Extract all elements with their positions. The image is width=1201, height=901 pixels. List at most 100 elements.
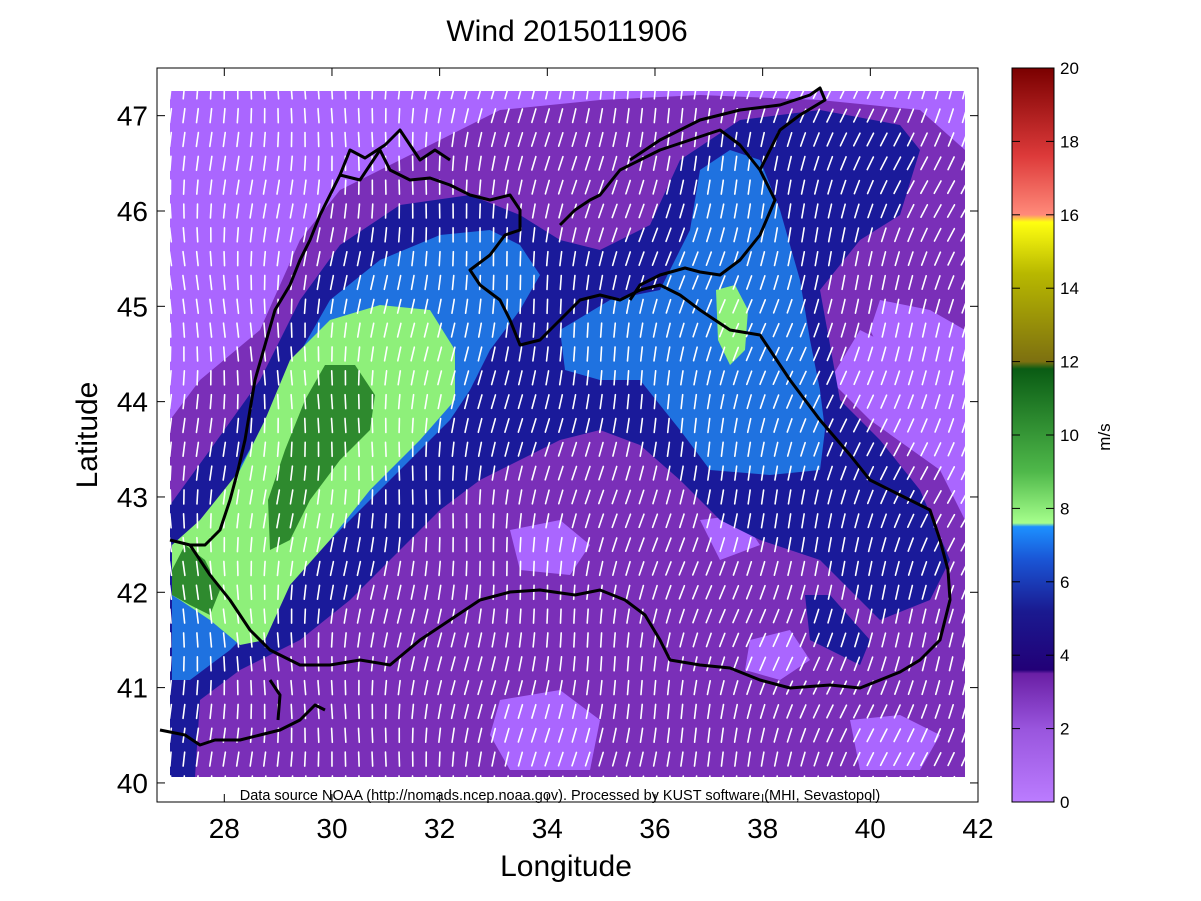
wind-arrow [531, 394, 537, 410]
wind-arrow [465, 584, 469, 601]
wind-arrow [544, 465, 551, 481]
wind-arrow [290, 751, 293, 767]
wind-arrow [881, 322, 887, 338]
wind-arrow [317, 322, 320, 338]
wind-arrow [908, 608, 913, 624]
wind-arrow [785, 656, 794, 671]
wind-arrow [640, 703, 644, 720]
wind-arrow [530, 417, 537, 433]
wind-arrow [598, 203, 605, 219]
wind-arrow [961, 302, 965, 314]
wind-arrow [477, 91, 482, 100]
wind-arrow [679, 322, 685, 338]
wind-arrow [572, 679, 577, 696]
wind-arrow [680, 370, 684, 386]
wind-arrow [222, 107, 226, 124]
wind-arrow [626, 727, 631, 743]
wind-arrow [504, 131, 510, 148]
wind-arrow [477, 703, 483, 719]
wind-arrow [772, 91, 778, 100]
wind-arrow [182, 679, 186, 696]
wind-arrow [531, 108, 537, 124]
wind-arrow [384, 513, 388, 529]
wind-arrow [772, 394, 780, 409]
wind-arrow [571, 465, 578, 481]
wind-arrow [290, 441, 293, 458]
wind-arrow [960, 565, 965, 576]
wind-arrow [585, 537, 591, 553]
wind-arrow [329, 584, 335, 600]
wind-arrow [826, 728, 834, 743]
wind-arrow [276, 393, 280, 410]
wind-arrow [517, 370, 523, 386]
wind-arrow [812, 656, 821, 671]
wind-arrow [182, 703, 186, 720]
wind-arrow [961, 396, 965, 410]
wind-arrow [423, 370, 429, 386]
wind-arrow [437, 584, 442, 601]
wind-arrow [397, 274, 402, 291]
wind-arrow [906, 132, 915, 147]
wind-arrow [558, 108, 564, 124]
wind-arrow [411, 227, 414, 243]
wind-arrow [879, 442, 888, 457]
wind-arrow [371, 131, 374, 148]
wind-arrow [894, 346, 900, 362]
wind-arrow [826, 370, 834, 385]
wind-arrow [505, 632, 509, 648]
wind-arrow [665, 608, 672, 624]
wind-arrow [558, 703, 564, 720]
wind-arrow [195, 465, 199, 481]
wind-arrow [665, 203, 672, 219]
wind-arrow [718, 632, 726, 648]
wind-arrow [356, 298, 362, 314]
wind-arrow [705, 561, 713, 576]
wind-arrow [719, 537, 726, 553]
wind-arrow [249, 370, 253, 386]
wind-arrow [437, 107, 442, 124]
wind-arrow [881, 608, 887, 624]
wind-arrow [839, 132, 848, 147]
wind-arrow [612, 107, 617, 124]
wind-arrow [182, 274, 186, 291]
wind-arrow [517, 465, 523, 481]
wind-arrow [961, 446, 965, 457]
wind-arrow [692, 227, 699, 243]
wind-arrow [263, 250, 267, 267]
wind-arrow [624, 513, 632, 529]
wind-arrow [544, 132, 551, 147]
wind-arrow [222, 203, 226, 219]
wind-arrow [680, 727, 684, 744]
wind-arrow [880, 704, 888, 719]
wind-arrow [465, 274, 468, 291]
wind-arrow [492, 298, 495, 315]
wind-arrow [276, 513, 281, 529]
wind-arrow [504, 155, 510, 171]
wind-arrow [585, 393, 590, 410]
wind-arrow [545, 346, 549, 362]
wind-arrow [799, 132, 807, 147]
wind-arrow [490, 727, 497, 743]
wind-arrow [383, 346, 388, 362]
wind-arrow [800, 560, 806, 577]
wind-arrow [786, 274, 793, 291]
wind-arrow [961, 612, 965, 624]
wind-arrow [370, 346, 375, 362]
wind-arrow [585, 274, 590, 291]
wind-arrow [572, 346, 576, 362]
wind-arrow [262, 751, 267, 767]
wind-arrow [572, 91, 576, 100]
wind-arrow [276, 179, 281, 195]
wind-arrow [894, 656, 900, 672]
wind-arrow [746, 680, 753, 696]
wind-arrow [236, 632, 240, 648]
wind-arrow [719, 680, 725, 696]
wind-arrow [665, 584, 672, 600]
wind-arrow [384, 370, 388, 386]
wind-arrow [209, 322, 213, 338]
wind-arrow [222, 131, 227, 148]
wind-arrow [812, 346, 821, 362]
wind-arrow [316, 298, 321, 315]
wind-arrow [665, 179, 671, 195]
y-tick-label: 47 [117, 101, 148, 132]
